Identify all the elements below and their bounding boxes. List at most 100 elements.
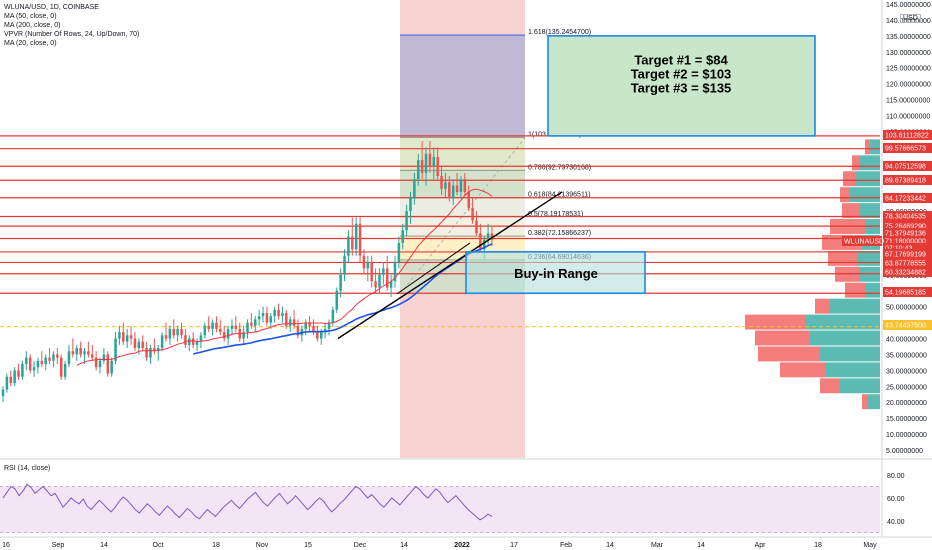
candle-body — [354, 223, 358, 250]
candle-body — [102, 354, 106, 361]
candle-body — [397, 242, 401, 263]
time-axis-label: 14 — [606, 542, 614, 549]
target-label: Target #2 = $103 — [631, 67, 732, 82]
time-axis-label: 2022 — [454, 542, 470, 549]
time-axis-label: 17 — [510, 542, 518, 549]
candle-body — [285, 313, 288, 326]
candle-body — [467, 191, 470, 208]
candle-body — [378, 274, 381, 288]
price-tag — [883, 221, 932, 231]
indicator-vpvr-label: VPVR (Number Of Rows, 24, Up/Down, 70) — [4, 31, 140, 38]
volume-down-bar — [745, 314, 805, 330]
rsi-label: RSI (14, close) — [4, 465, 51, 472]
candle-body — [277, 309, 280, 317]
support-trend-line — [396, 242, 471, 295]
candle-body — [261, 313, 265, 317]
candle-body — [153, 348, 156, 352]
price-tag — [883, 130, 932, 140]
candle-body — [242, 332, 245, 339]
candle-body — [401, 230, 404, 243]
rsi-line — [2, 483, 493, 521]
time-axis-label: May — [863, 542, 877, 549]
price-axis-label: 5.00000000 — [886, 448, 923, 455]
candle-body — [44, 357, 47, 364]
fib-label: 1.618(135.2454700) — [528, 29, 591, 36]
candle-body — [52, 354, 55, 361]
price-tag — [883, 243, 932, 253]
volume-down-bar — [758, 346, 820, 362]
price-tag — [883, 267, 932, 277]
candle-body — [486, 233, 490, 240]
price-tag — [883, 236, 932, 246]
candle-body — [463, 179, 467, 192]
price-tag-text: 43.74437500 — [885, 323, 926, 330]
volume-up-bar — [870, 139, 880, 155]
price-tag — [883, 228, 932, 238]
candle-body — [172, 328, 176, 336]
candle-body — [184, 335, 187, 345]
rsi-axis-label: 60.00 — [887, 496, 905, 503]
fib-label: 0.618(84.21396511) — [528, 192, 591, 199]
candle-body — [133, 338, 137, 349]
candle-body — [114, 338, 117, 361]
volume-down-bar — [845, 282, 865, 298]
price-axis-label: 115.00000000 — [886, 98, 930, 105]
candle-body — [226, 328, 230, 339]
price-axis-label: 10.00000000 — [886, 432, 927, 439]
target-label: Target #1 = $84 — [634, 53, 728, 68]
price-tag-text: 94.07512598 — [885, 164, 926, 171]
volume-up-bar — [830, 298, 880, 314]
candle-body — [405, 211, 408, 231]
candle-body — [5, 376, 9, 390]
candle-body — [164, 335, 168, 339]
volume-down-bar — [820, 378, 840, 394]
time-axis-label: Sep — [52, 542, 65, 549]
candle-body — [129, 335, 133, 339]
candle-body — [366, 262, 370, 269]
candle-body — [149, 348, 152, 358]
price-tag-text: 71.37949136 — [885, 231, 926, 238]
candlestick-series — [1, 140, 494, 403]
price-axis-label: 130.00000000 — [886, 50, 931, 57]
currency-label[interactable]: USD — [900, 14, 921, 23]
candle-body — [382, 268, 385, 275]
candle-body — [79, 348, 82, 355]
candle-body — [1, 389, 5, 396]
uptrend-line — [337, 191, 563, 340]
price-axis: 145.00000000 140.00000000 135.00000000 130.… — [842, 0, 932, 537]
candle-body — [490, 233, 494, 240]
price-tag-text: 67.17699199 — [885, 252, 926, 259]
volume-up-bar — [850, 187, 880, 203]
indicator-ma50-label: MA (50, close, 0) — [4, 13, 57, 20]
price-axis-label: 15.00000000 — [886, 416, 927, 423]
candle-body — [257, 316, 261, 320]
time-axis-label: 14 — [697, 542, 705, 549]
candle-body — [75, 348, 78, 355]
candle-body — [451, 185, 455, 199]
candle-body — [389, 281, 393, 288]
price-tag-text: 63.87778555 — [885, 261, 926, 268]
candle-body — [195, 341, 199, 345]
symbol-tag — [842, 236, 882, 246]
candle-body — [145, 348, 148, 358]
candle-body — [122, 332, 125, 342]
candle-body — [296, 325, 300, 336]
volume-up-bar — [868, 394, 880, 410]
candle-body — [308, 322, 311, 326]
candle-body — [17, 370, 20, 377]
candle-body — [98, 360, 102, 368]
price-tag-text: 78.30404535 — [885, 214, 926, 221]
candle-body — [482, 239, 486, 250]
volume-up-bar — [810, 330, 880, 346]
time-axis-label: Feb — [560, 542, 572, 549]
price-axis-label: 50.00000000 — [886, 305, 927, 312]
candle-body — [9, 376, 13, 384]
candle-body — [28, 357, 32, 371]
volume-profile — [745, 139, 880, 410]
candle-body — [207, 325, 210, 329]
horizontal-levels — [0, 135, 880, 328]
fib-band — [400, 170, 525, 198]
candle-body — [455, 185, 459, 192]
candle-body — [180, 328, 183, 336]
